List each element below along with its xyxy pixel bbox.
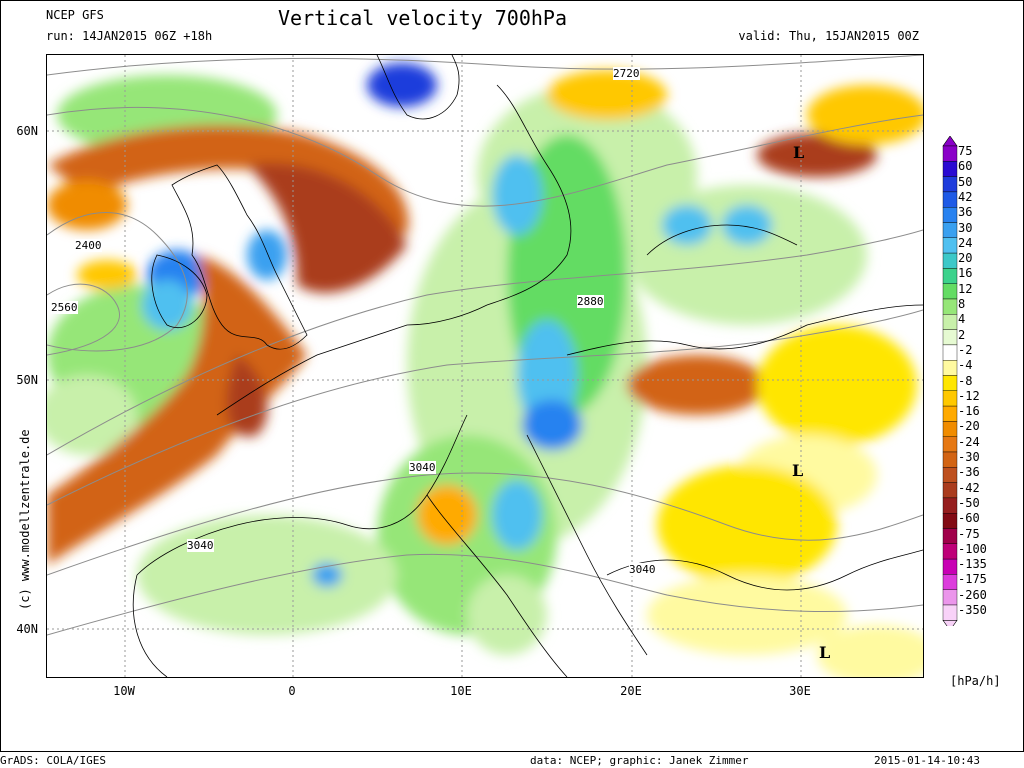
lat-label-40n: 40N [16, 622, 38, 636]
colorbar-tick-label: -12 [958, 388, 980, 403]
colorbar-swatch [942, 191, 958, 208]
colorbar-swatch [942, 543, 958, 560]
colorbar-swatch [942, 176, 958, 193]
colorbar-tick-label: -60 [958, 511, 980, 526]
colorbar-swatch [942, 528, 958, 545]
colorbar-swatch [942, 145, 958, 162]
contour-label: 2400 [75, 239, 102, 252]
colorbar-tick-label: -100 [958, 541, 987, 556]
lat-label-50n: 50N [16, 373, 38, 387]
colorbar-swatch [942, 589, 958, 606]
colorbar-tick-label: 36 [958, 205, 973, 220]
colorbar-tick-label: 16 [958, 266, 973, 281]
velocity-field [47, 63, 923, 677]
run-time-label: run: 14JAN2015 06Z +18h [46, 29, 213, 43]
colorbar [942, 136, 958, 626]
lat-label-60n: 60N [16, 124, 38, 138]
colorbar-swatch [942, 436, 958, 453]
low-pressure-marker: L [792, 461, 804, 480]
colorbar-tick-label: -20 [958, 419, 980, 434]
colorbar-swatch [942, 268, 958, 284]
colorbar-tick-label: -30 [958, 450, 980, 464]
footer-timestamp: 2015-01-14-10:43 [874, 754, 980, 767]
colorbar-tick-label: -175 [958, 572, 987, 587]
colorbar-tick-label: -2 [958, 342, 973, 357]
colorbar-tick-label: -36 [958, 465, 980, 480]
colorbar-unit: [hPa/h] [950, 674, 1001, 688]
lon-label-10w: 10W [113, 684, 135, 698]
colorbar-swatch [942, 161, 958, 177]
colorbar-tick-label: -50 [958, 495, 980, 510]
colorbar-swatch [942, 482, 958, 499]
graticule [47, 55, 923, 677]
colorbar-tick-label: 8 [958, 297, 966, 311]
low-pressure-marker: L [793, 143, 805, 162]
colorbar-swatch [942, 451, 958, 468]
colorbar-swatch [942, 375, 958, 392]
colorbar-swatch [942, 359, 958, 376]
coastlines [132, 55, 923, 677]
colorbar-swatch [942, 405, 958, 422]
geopotential-contours [47, 55, 923, 636]
colorbar-swatch [942, 329, 958, 346]
colorbar-swatch [942, 237, 958, 254]
colorbar-tick-label: 4 [958, 312, 966, 327]
copyright-text: (c) www.modellzentrale.de [18, 429, 32, 610]
contour-label: 3040 [629, 563, 656, 576]
colorbar-swatch [942, 421, 958, 437]
colorbar-swatch [942, 574, 958, 590]
colorbar-tick-label: -16 [958, 404, 980, 419]
map-svg [47, 55, 923, 677]
colorbar-tick-label: 50 [958, 174, 973, 189]
lon-label-0: 0 [288, 684, 296, 698]
colorbar-tick-label: -4 [958, 358, 973, 373]
contour-label: 2720 [613, 67, 640, 80]
valid-time-label: valid: Thu, 15JAN2015 00Z [738, 29, 919, 43]
colorbar-tick-label: -135 [958, 557, 987, 572]
colorbar-swatch [942, 314, 958, 330]
weather-map: 2720 2400 2560 2880 3040 3040 3040 L L L [46, 54, 924, 678]
colorbar-tick-label: 75 [958, 144, 973, 158]
colorbar-bottom-arrow [942, 619, 958, 626]
colorbar-tick-label: -350 [958, 603, 987, 617]
colorbar-swatch [942, 390, 958, 407]
colorbar-swatch [942, 283, 958, 300]
colorbar-tick-label: 60 [958, 159, 973, 174]
colorbar-tick-label: -42 [958, 480, 980, 495]
colorbar-tick-label: -24 [958, 434, 980, 449]
colorbar-swatch [942, 558, 958, 575]
colorbar-swatch [942, 298, 958, 315]
model-source-label: NCEP GFS [46, 8, 104, 22]
colorbar-swatch [942, 467, 958, 483]
colorbar-top-arrow [942, 136, 958, 147]
colorbar-swatch [942, 222, 958, 239]
contour-label: 2560 [51, 301, 78, 314]
colorbar-swatch [942, 604, 958, 621]
map-title: Vertical velocity 700hPa [278, 6, 567, 30]
lon-label-30e: 30E [789, 684, 811, 698]
footer-credits: data: NCEP; graphic: Janek Zimmer [530, 754, 749, 767]
colorbar-swatch [942, 497, 958, 514]
colorbar-tick-label: 24 [958, 235, 973, 250]
colorbar-swatch [942, 252, 958, 269]
colorbar-tick-label: -8 [958, 373, 973, 388]
colorbar-tick-label: 2 [958, 327, 966, 342]
contour-label: 3040 [409, 461, 436, 474]
colorbar-tick-label: 12 [958, 281, 973, 296]
colorbar-tick-label: -75 [958, 526, 980, 541]
colorbar-tick-label: -260 [958, 587, 987, 602]
colorbar-tick-label: 20 [958, 251, 973, 266]
colorbar-swatch [942, 513, 958, 529]
footer-software: GrADS: COLA/IGES [0, 754, 106, 767]
contour-label: 2880 [577, 295, 604, 308]
lon-label-10e: 10E [450, 684, 472, 698]
lon-label-20e: 20E [620, 684, 642, 698]
colorbar-tick-label: 42 [958, 189, 973, 204]
colorbar-tick-label: 30 [958, 220, 973, 235]
colorbar-swatch [942, 344, 958, 361]
low-pressure-marker: L [819, 643, 831, 662]
colorbar-swatch [942, 206, 958, 223]
contour-label: 3040 [187, 539, 214, 552]
